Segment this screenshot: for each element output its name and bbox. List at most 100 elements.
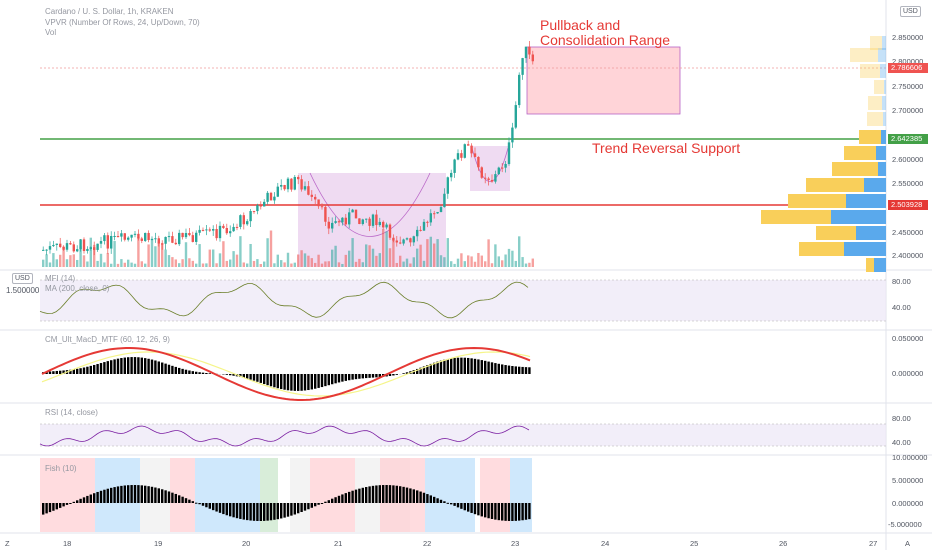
cup-curve — [309, 172, 431, 237]
consolidation-range-box[interactable] — [526, 46, 681, 115]
vpvr-up-bar — [874, 258, 886, 272]
candle — [494, 174, 497, 182]
macd-hist-bar — [501, 364, 504, 374]
volume-bar — [65, 259, 69, 267]
fisher-bar — [246, 503, 249, 521]
annotation-trend-reversal[interactable]: Trend Reversal Support — [592, 140, 741, 156]
fisher-bar — [42, 503, 45, 515]
fisher-bar — [341, 494, 344, 503]
fisher-bar — [273, 503, 276, 520]
annotation-pullback[interactable]: Pullback and — [540, 17, 621, 33]
annotation-consolidation[interactable]: Consolidation Range — [540, 32, 670, 48]
mfi-currency-badge[interactable]: USD — [12, 273, 33, 284]
candle — [450, 172, 453, 178]
macd-axis-tick: 0.050000 — [892, 334, 924, 343]
fisher-bar — [59, 503, 62, 508]
fisher-band — [290, 458, 310, 532]
macd-hist-bar — [191, 371, 194, 374]
time-tick: 21 — [334, 539, 343, 548]
volume-bar — [256, 259, 259, 267]
zoom-corner-left[interactable]: Z — [5, 539, 10, 548]
volume-bar — [188, 258, 191, 267]
macd-hist-bar — [453, 357, 456, 374]
candle — [99, 241, 103, 244]
volume-bar — [48, 262, 52, 267]
volume-bar — [147, 244, 150, 267]
fisher-bar — [48, 503, 52, 513]
macd-hist-bar — [528, 367, 531, 374]
candle — [317, 199, 320, 207]
candle — [378, 221, 381, 226]
volume-bars — [42, 228, 534, 267]
fisher-title[interactable]: Fish (10) — [45, 464, 77, 473]
vpvr-down-bar — [870, 36, 882, 50]
currency-badge[interactable]: USD — [900, 6, 921, 17]
fisher-bar — [293, 503, 296, 515]
fisher-bar — [497, 503, 500, 521]
mfi-title[interactable]: MFI (14) — [45, 274, 76, 283]
macd-hist-bar — [378, 374, 381, 378]
candle — [154, 238, 157, 240]
volume-bar — [310, 258, 313, 267]
macd-hist-bar — [184, 369, 188, 374]
macd-hist-bar — [137, 357, 140, 374]
volume-bar — [337, 262, 341, 267]
mfi-ma-label[interactable]: MA (200, close, 0) — [45, 284, 110, 293]
candle — [368, 218, 371, 226]
volume-bar — [215, 263, 218, 267]
fisher-bar — [484, 503, 487, 518]
fisher-bar — [133, 485, 137, 503]
volume-bar — [96, 260, 99, 267]
volume-bar — [133, 263, 137, 267]
auto-scale-button[interactable]: A — [905, 539, 911, 548]
volume-bar — [103, 262, 106, 267]
candle — [215, 229, 218, 239]
candle — [409, 238, 412, 243]
vpvr-indicator-label[interactable]: VPVR (Number Of Rows, 24, Up/Down, 70) — [45, 18, 200, 27]
fisher-bar — [324, 501, 327, 503]
volume-bar — [388, 248, 392, 267]
fisher-bar — [334, 497, 337, 503]
fisher-bar — [72, 501, 75, 503]
volume-bar — [72, 254, 75, 267]
macd-title[interactable]: CM_Ult_MacD_MTF (60, 12, 26, 9) — [45, 335, 170, 344]
volume-bar — [52, 253, 55, 267]
mfi-axis-tick: 40.00 — [892, 303, 911, 312]
price-tick: 2.700000 — [892, 106, 924, 115]
fisher-bar — [297, 503, 300, 514]
macd-hist-bar — [416, 368, 419, 374]
candle — [188, 233, 191, 236]
volume-bar — [252, 260, 256, 267]
volume-bar — [246, 263, 249, 267]
macd-hist-bar — [361, 374, 364, 379]
macd-hist-bar — [157, 361, 160, 374]
candles[interactable] — [42, 40, 534, 256]
candle — [436, 211, 439, 214]
fisher-bar — [412, 489, 415, 503]
volume-bar — [55, 259, 58, 267]
macd-histogram — [42, 357, 531, 391]
fisher-bar — [154, 487, 157, 503]
macd-hist-bar — [123, 357, 126, 374]
volume-bar — [450, 261, 453, 267]
macd-hist-bar — [450, 358, 453, 374]
vpvr-down-bar — [866, 258, 874, 272]
fisher-bar — [473, 503, 477, 515]
vpvr-down-bar — [860, 64, 880, 78]
volume-indicator-label[interactable]: Vol — [45, 28, 57, 37]
volume-bar — [116, 263, 120, 267]
macd-hist-bar — [178, 367, 181, 374]
fisher-bar — [256, 503, 259, 521]
candle — [297, 176, 300, 180]
candle — [320, 206, 324, 208]
price-tick: 2.850000 — [892, 33, 924, 42]
candle — [276, 186, 279, 197]
red-line-price-tag: 2.503928 — [888, 200, 928, 210]
macd-hist-bar — [205, 372, 208, 374]
vpvr-up-bar — [844, 242, 886, 256]
macd-hist-bar — [263, 374, 266, 385]
rsi-title[interactable]: RSI (14, close) — [45, 408, 98, 417]
symbol-title[interactable]: Cardano / U. S. Dollar, 1h, KRAKEN — [45, 7, 174, 16]
fisher-bar — [524, 503, 528, 520]
